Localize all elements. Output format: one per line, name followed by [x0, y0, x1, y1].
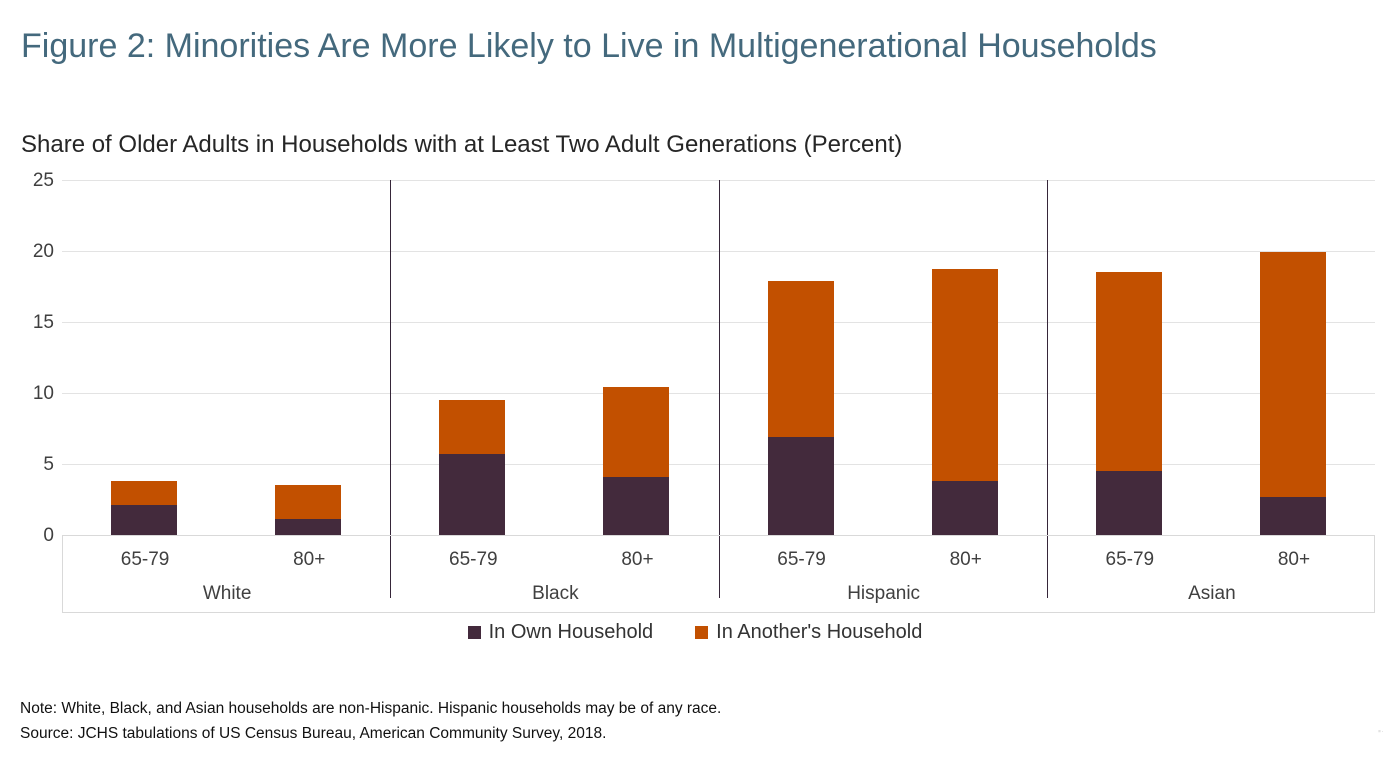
group-label-white: White [202, 583, 252, 604]
segment-in-own-household [1259, 496, 1326, 535]
segment-in-anothers-household [275, 485, 342, 520]
segment-in-own-household [931, 481, 998, 535]
segment-in-own-household [1095, 471, 1162, 535]
segment-in-anothers-household [1259, 252, 1326, 497]
legend-item: In Own Household [467, 621, 654, 644]
figure-notes: Note: White, Black, and Asian households… [20, 696, 1220, 746]
y-tick-label: 10 [32, 383, 54, 404]
group-label-hispanic: Hispanic [847, 583, 921, 604]
bar-black-80+ [603, 387, 670, 535]
age-category-label: 65-79 [777, 549, 826, 570]
group-separator-line [390, 180, 392, 598]
age-category-label: 65-79 [1105, 549, 1155, 570]
segment-in-anothers-household [1095, 272, 1162, 472]
age-category-label: 80+ [621, 549, 654, 570]
figure-title: Figure 2: Minorities Are More Likely to … [21, 27, 1157, 65]
age-category-label: 65-79 [449, 549, 498, 570]
age-category-label: 65-79 [120, 549, 170, 570]
bar-hispanic-65-79 [767, 280, 834, 535]
y-tick-label: 15 [32, 312, 54, 333]
group-separator-line [718, 180, 720, 598]
segment-in-anothers-household [767, 280, 834, 437]
y-tick-label: 20 [32, 241, 54, 262]
y-tick-label: 5 [43, 454, 54, 475]
legend-swatch-icon [467, 626, 481, 639]
age-category-label: 80+ [1277, 549, 1311, 570]
segment-in-anothers-household [931, 269, 998, 482]
legend: In Own Household In Another's Household [0, 621, 1390, 644]
segment-in-own-household [275, 519, 342, 535]
segment-in-own-household [603, 476, 670, 535]
figure-source: Source: JCHS tabulations of US Census Bu… [20, 725, 607, 742]
segment-in-anothers-household [439, 400, 506, 455]
watermark: ▪· [1377, 726, 1384, 736]
y-tick-label: 25 [32, 170, 54, 191]
age-category-label: 80+ [293, 549, 326, 570]
age-category-label: 80+ [949, 549, 982, 570]
legend-label: In Another's Household [716, 621, 923, 643]
figure-subtitle: Share of Older Adults in Households with… [21, 131, 903, 158]
plot-area [62, 180, 1375, 535]
bar-white-65-79 [111, 481, 178, 535]
group-label-asian: Asian [1188, 583, 1236, 604]
segment-in-anothers-household [111, 481, 178, 506]
bar-hispanic-80+ [931, 269, 998, 535]
segment-in-own-household [439, 454, 506, 535]
bar-white-80+ [275, 485, 342, 535]
category-axis: 65-79 80+ White 65-79 80+ Black 65-79 80+ Hispan… [62, 535, 1375, 613]
bar-asian-65-79 [1095, 272, 1162, 535]
bar-black-65-79 [439, 400, 506, 535]
segment-in-anothers-household [603, 387, 670, 477]
legend-label: In Own Household [488, 621, 654, 643]
y-tick-label: 0 [43, 525, 54, 546]
legend-item: In Another's Household [695, 621, 922, 644]
bar-asian-80+ [1259, 252, 1326, 535]
segment-in-own-household [111, 505, 178, 535]
legend-swatch-icon [695, 626, 709, 639]
figure-note: Note: White, Black, and Asian households… [20, 700, 722, 717]
segment-in-own-household [767, 437, 834, 535]
group-label-black: Black [532, 583, 579, 604]
group-separator-line [1046, 180, 1048, 598]
